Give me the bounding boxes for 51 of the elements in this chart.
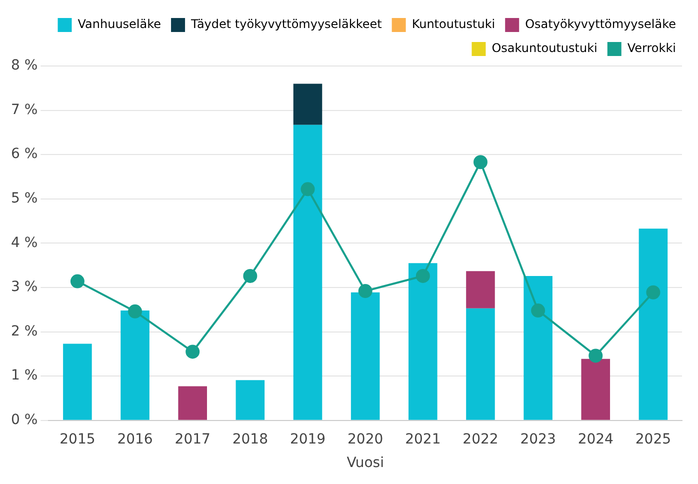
y-tick-label: 3 % (10, 279, 38, 296)
point (646, 285, 660, 300)
point (70, 274, 84, 288)
bar (408, 263, 438, 420)
y-tick-label: 6 % (10, 146, 38, 162)
y-tick-label: 5 % (10, 190, 38, 207)
x-tick-label: 2022 (462, 431, 498, 448)
point (300, 182, 315, 196)
y-tick-label: 8 % (10, 58, 38, 74)
point (128, 304, 142, 318)
x-tick-label: 2018 (232, 431, 268, 448)
bar (120, 310, 150, 420)
bar (293, 84, 322, 125)
bar (236, 380, 265, 420)
bar (178, 386, 207, 420)
legend-label: Osakuntoutustuki (492, 41, 598, 56)
x-tick-label: 2016 (117, 431, 153, 448)
y-tick-label: 7 % (10, 102, 38, 118)
x-tick-label: 2017 (174, 431, 210, 448)
bar (524, 276, 552, 420)
x-tick-label: 2024 (578, 431, 614, 448)
y-tick-label: 1 % (10, 368, 38, 384)
point (588, 348, 603, 363)
x-tick-label: 2019 (290, 431, 326, 448)
bar (63, 344, 92, 420)
x-tick-label: 2020 (348, 431, 384, 448)
point (531, 304, 546, 318)
x-tick-label: 2015 (60, 431, 96, 448)
bar (466, 271, 495, 308)
y-tick-label: 2 % (10, 323, 38, 340)
legend-label: Vanhuuseläke (78, 17, 162, 32)
x-axis-title: Vuosi (346, 455, 384, 472)
x-tick-label: 2021 (405, 431, 441, 448)
y-tick-label: 0 % (10, 412, 38, 428)
x-tick-label: 2023 (520, 431, 556, 448)
bar (638, 228, 668, 420)
bar (466, 308, 495, 420)
legend-label: Osatyökyvyttömyyseläke (525, 17, 676, 32)
legend-label: Verrokki (627, 41, 676, 56)
y-tick-label: 4 % (10, 234, 38, 251)
bar (581, 358, 610, 420)
x-tick-label: 2025 (635, 431, 672, 448)
bar (293, 124, 322, 420)
point (358, 284, 372, 298)
point (473, 155, 488, 170)
point (186, 344, 200, 359)
point (243, 268, 258, 283)
legend-label: Kuntoutustuki (412, 17, 496, 32)
bar (350, 292, 380, 420)
legend-label: Täydet työkyvyttömyyseläkkeet (190, 17, 382, 32)
point (416, 268, 430, 283)
